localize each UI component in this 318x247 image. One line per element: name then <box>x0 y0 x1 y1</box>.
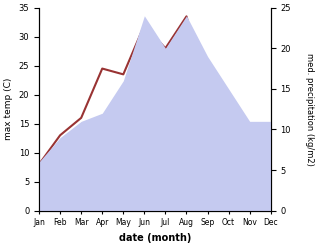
Y-axis label: max temp (C): max temp (C) <box>4 78 13 140</box>
X-axis label: date (month): date (month) <box>119 233 191 243</box>
Y-axis label: med. precipitation (kg/m2): med. precipitation (kg/m2) <box>305 53 314 165</box>
